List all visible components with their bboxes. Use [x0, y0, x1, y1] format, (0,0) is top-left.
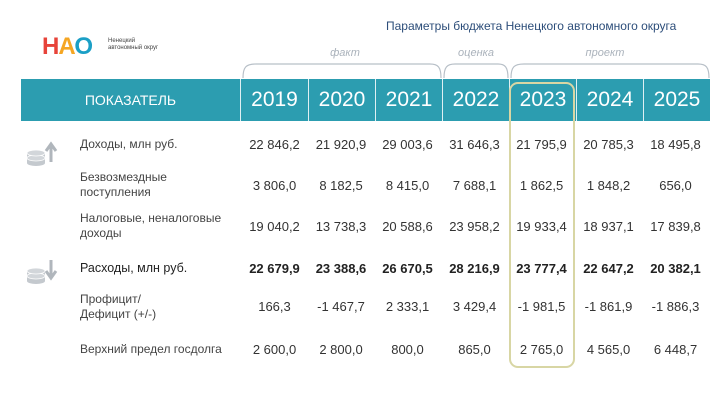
cell-value: 20 588,6: [382, 219, 433, 234]
cell-value: 18 937,1: [583, 219, 634, 234]
coins-arrow-up-icon: [26, 141, 58, 166]
group-label-estimate: оценка: [458, 47, 494, 59]
header-separator: [442, 79, 443, 121]
cell-value: 29 003,6: [382, 137, 433, 152]
cell-value: 22 679,9: [249, 261, 300, 276]
coins-arrow-down-icon: [26, 260, 58, 284]
cell-value: 656,0: [659, 178, 692, 193]
group-label-fact: факт: [330, 47, 360, 59]
cell-value: 20 785,3: [583, 137, 634, 152]
table-row-expenses: Расходы, млн руб. 22 679,9 23 388,6 26 6…: [0, 261, 720, 277]
cell-value: 4 565,0: [586, 342, 631, 357]
row-label: Доходы, млн руб.: [80, 137, 178, 151]
row-label-line2: доходы: [80, 226, 122, 240]
header-year-2024: 2024: [586, 88, 634, 111]
logo-letter-n: Н: [42, 33, 59, 60]
cell-value: 23 958,2: [449, 219, 500, 234]
header-year-2019: 2019: [251, 88, 298, 111]
cell-value: 23 777,4: [516, 261, 567, 276]
cell-value: 2 600,0: [252, 342, 297, 357]
cell-value: 28 216,9: [449, 261, 500, 276]
header-separator: [576, 79, 577, 121]
header-year-2020: 2020: [318, 88, 366, 111]
cell-value: 22 647,2: [583, 261, 634, 276]
cell-value: 20 382,1: [650, 261, 701, 276]
cell-value: 18 495,8: [650, 137, 701, 152]
cell-value: 1 862,5: [519, 178, 564, 193]
header-separator: [375, 79, 376, 121]
logo-letter-o: О: [74, 33, 93, 60]
row-label-line1: Безвозмездные: [80, 170, 167, 184]
cell-value: 1 848,2: [586, 178, 631, 193]
cell-value: -1 886,3: [651, 299, 700, 314]
cell-value: 22 846,2: [249, 137, 300, 152]
cell-value: 6 448,7: [653, 342, 698, 357]
cell-value: 8 415,0: [385, 178, 430, 193]
cell-value: 31 646,3: [449, 137, 500, 152]
logo-letters: НАО: [42, 33, 93, 61]
cell-value: 21 920,9: [315, 137, 367, 152]
table-row-income: Доходы, млн руб. 22 846,2 21 920,9 29 00…: [0, 137, 720, 153]
table-row-grants: Безвозмездные поступления 3 806,0 8 182,…: [0, 170, 720, 202]
table-row-balance: Профицит/ Дефицит (+/-) 166,3 -1 467,7 2…: [0, 292, 720, 324]
logo-subtitle: Ненецкий автономный округ: [108, 38, 159, 51]
cell-value: 166,3: [258, 299, 291, 314]
header-year-2021: 2021: [385, 88, 433, 111]
cell-value: 865,0: [458, 342, 491, 357]
header-label: ПОКАЗАТЕЛЬ: [84, 92, 177, 108]
header-year-2022: 2022: [452, 88, 500, 111]
cell-value: 26 670,5: [382, 261, 433, 276]
cell-value: -1 467,7: [317, 299, 365, 314]
cell-value: 800,0: [391, 342, 424, 357]
logo: НАО Ненецкий автономный округ: [42, 31, 172, 63]
cell-value: 8 182,5: [319, 178, 363, 193]
page-title: Параметры бюджета Ненецкого автономного …: [386, 19, 677, 33]
group-label-project: проект: [585, 47, 625, 59]
table-row-tax-income: Налоговые, неналоговые доходы 19 040,2 1…: [0, 211, 720, 243]
cell-value: 7 688,1: [452, 178, 497, 193]
table-header: ПОКАЗАТЕЛЬ 2019 2020 2021 2022 2023 2024…: [21, 79, 710, 121]
table-row-debt-limit: Верхний предел госдолга 2 600,0 2 800,0 …: [0, 342, 720, 358]
cell-value: 13 738,3: [315, 219, 367, 234]
cell-value: 2 333,1: [385, 299, 430, 314]
brace-project: [510, 63, 710, 79]
cell-value: 21 795,9: [516, 137, 567, 152]
cell-value: 23 388,6: [315, 261, 367, 276]
row-label: Расходы, млн руб.: [80, 261, 188, 275]
cell-value: 2 800,0: [319, 342, 363, 357]
cell-value: 19 040,2: [249, 219, 300, 234]
cell-value: 19 933,4: [516, 219, 567, 234]
cell-value: 17 839,8: [650, 219, 701, 234]
header-separator: [240, 79, 241, 121]
header-year-2025: 2025: [653, 88, 701, 111]
cell-value: -1 981,5: [517, 299, 566, 314]
highlight-2023-column: [509, 82, 575, 368]
brace-estimate: [443, 63, 509, 79]
brace-fact: [242, 63, 442, 79]
row-label: Верхний предел госдолга: [80, 342, 222, 356]
cell-value: 3 806,0: [252, 178, 297, 193]
logo-letter-a: А: [58, 33, 75, 60]
cell-value: 2 765,0: [519, 342, 564, 357]
row-label-line1: Профицит/: [80, 292, 141, 306]
cell-value: -1 861,9: [584, 299, 633, 314]
header-separator: [643, 79, 644, 121]
header-separator: [308, 79, 309, 121]
cell-value: 3 429,4: [452, 299, 497, 314]
row-label-line2: Дефицит (+/-): [80, 307, 157, 321]
row-label-line2: поступления: [80, 185, 151, 199]
row-label-line1: Налоговые, неналоговые: [80, 211, 222, 225]
header-year-2023: 2023: [519, 88, 567, 111]
